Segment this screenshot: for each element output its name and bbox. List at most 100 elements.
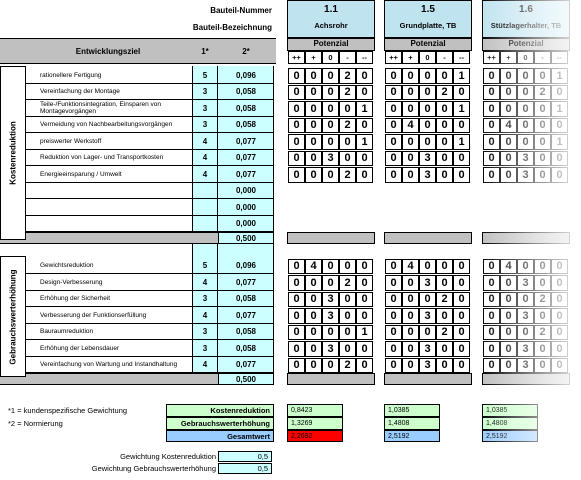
- weight-value[interactable]: 4: [202, 153, 208, 163]
- score-cell[interactable]: 0: [436, 308, 453, 324]
- score-cell[interactable]: 0: [453, 308, 470, 324]
- weighting-kosten-value[interactable]: 0,5: [218, 451, 272, 462]
- score-cell[interactable]: 4: [500, 258, 517, 274]
- score-cell[interactable]: 0: [402, 341, 419, 357]
- weight-value[interactable]: 3: [202, 294, 208, 304]
- score-cell[interactable]: 0: [517, 84, 534, 100]
- score-cell[interactable]: 0: [288, 275, 305, 291]
- score-cell[interactable]: 3: [419, 275, 436, 291]
- score-cell[interactable]: 0: [339, 341, 356, 357]
- score-cell[interactable]: 0: [436, 357, 453, 373]
- score-cell[interactable]: 0: [436, 275, 453, 291]
- score-cell[interactable]: 0: [305, 101, 322, 117]
- score-cell[interactable]: 2: [534, 291, 551, 307]
- score-cell[interactable]: 0: [483, 68, 500, 84]
- score-cell[interactable]: 3: [517, 341, 534, 357]
- score-cell[interactable]: 0: [402, 357, 419, 373]
- score-cell[interactable]: 0: [551, 258, 568, 274]
- score-cell[interactable]: 0: [551, 308, 568, 324]
- score-cell[interactable]: 0: [453, 117, 470, 133]
- score-cell[interactable]: 0: [436, 101, 453, 117]
- score-cell[interactable]: 0: [483, 150, 500, 166]
- score-cell[interactable]: 0: [339, 291, 356, 307]
- score-cell[interactable]: 1: [551, 134, 568, 150]
- score-cell[interactable]: 0: [517, 101, 534, 117]
- score-cell[interactable]: 1: [356, 324, 373, 340]
- weight-value[interactable]: 3: [202, 120, 208, 130]
- score-cell[interactable]: 0: [551, 117, 568, 133]
- score-cell[interactable]: 1: [453, 134, 470, 150]
- weight-value[interactable]: 3: [202, 87, 208, 97]
- score-cell[interactable]: 0: [483, 117, 500, 133]
- score-cell[interactable]: 0: [385, 308, 402, 324]
- score-cell[interactable]: 0: [436, 134, 453, 150]
- score-cell[interactable]: 0: [551, 341, 568, 357]
- score-cell[interactable]: 0: [322, 117, 339, 133]
- score-cell[interactable]: 0: [534, 341, 551, 357]
- score-cell[interactable]: 0: [385, 324, 402, 340]
- score-cell[interactable]: 0: [500, 341, 517, 357]
- score-cell[interactable]: 0: [419, 68, 436, 84]
- weight-value[interactable]: 4: [202, 310, 208, 320]
- score-cell[interactable]: 0: [483, 275, 500, 291]
- score-cell[interactable]: 0: [453, 357, 470, 373]
- score-cell[interactable]: 0: [483, 258, 500, 274]
- score-cell[interactable]: 0: [339, 101, 356, 117]
- score-cell[interactable]: 0: [551, 167, 568, 183]
- score-cell[interactable]: 0: [402, 308, 419, 324]
- score-cell[interactable]: 0: [534, 117, 551, 133]
- score-cell[interactable]: 0: [436, 341, 453, 357]
- score-cell[interactable]: 0: [551, 150, 568, 166]
- score-cell[interactable]: 4: [500, 117, 517, 133]
- score-cell[interactable]: 0: [288, 357, 305, 373]
- score-cell[interactable]: 0: [534, 101, 551, 117]
- weight-value[interactable]: 5: [202, 261, 208, 271]
- score-cell[interactable]: 0: [534, 134, 551, 150]
- score-cell[interactable]: 3: [517, 167, 534, 183]
- score-cell[interactable]: 0: [419, 258, 436, 274]
- score-cell[interactable]: 0: [483, 357, 500, 373]
- score-cell[interactable]: 0: [402, 68, 419, 84]
- score-cell[interactable]: 0: [305, 341, 322, 357]
- score-cell[interactable]: 0: [534, 308, 551, 324]
- score-cell[interactable]: 0: [419, 134, 436, 150]
- score-cell[interactable]: 0: [534, 68, 551, 84]
- score-cell[interactable]: 0: [534, 167, 551, 183]
- score-cell[interactable]: 0: [517, 258, 534, 274]
- score-cell[interactable]: 0: [356, 341, 373, 357]
- score-cell[interactable]: 0: [288, 324, 305, 340]
- score-cell[interactable]: 0: [419, 324, 436, 340]
- score-cell[interactable]: 0: [419, 117, 436, 133]
- score-cell[interactable]: 0: [288, 308, 305, 324]
- score-cell[interactable]: 0: [322, 275, 339, 291]
- score-cell[interactable]: 0: [339, 324, 356, 340]
- score-cell[interactable]: 0: [436, 117, 453, 133]
- score-cell[interactable]: 0: [453, 84, 470, 100]
- score-cell[interactable]: 0: [534, 357, 551, 373]
- score-cell[interactable]: 0: [305, 117, 322, 133]
- score-cell[interactable]: 3: [322, 341, 339, 357]
- score-cell[interactable]: 0: [305, 68, 322, 84]
- score-cell[interactable]: 3: [419, 167, 436, 183]
- score-cell[interactable]: 0: [517, 291, 534, 307]
- score-cell[interactable]: 0: [551, 357, 568, 373]
- score-cell[interactable]: 0: [356, 291, 373, 307]
- score-cell[interactable]: 0: [385, 258, 402, 274]
- score-cell[interactable]: 0: [322, 68, 339, 84]
- score-cell[interactable]: 0: [288, 134, 305, 150]
- score-cell[interactable]: 0: [288, 258, 305, 274]
- score-cell[interactable]: 0: [305, 167, 322, 183]
- score-cell[interactable]: 0: [402, 291, 419, 307]
- score-cell[interactable]: 0: [500, 134, 517, 150]
- score-cell[interactable]: 0: [288, 101, 305, 117]
- score-cell[interactable]: 0: [385, 167, 402, 183]
- score-cell[interactable]: 1: [356, 134, 373, 150]
- weight-value[interactable]: 4: [202, 169, 208, 179]
- score-cell[interactable]: 0: [453, 258, 470, 274]
- score-cell[interactable]: 0: [402, 324, 419, 340]
- score-cell[interactable]: 1: [453, 101, 470, 117]
- score-cell[interactable]: 0: [551, 291, 568, 307]
- score-cell[interactable]: 0: [339, 258, 356, 274]
- score-cell[interactable]: 0: [517, 324, 534, 340]
- score-cell[interactable]: 1: [551, 101, 568, 117]
